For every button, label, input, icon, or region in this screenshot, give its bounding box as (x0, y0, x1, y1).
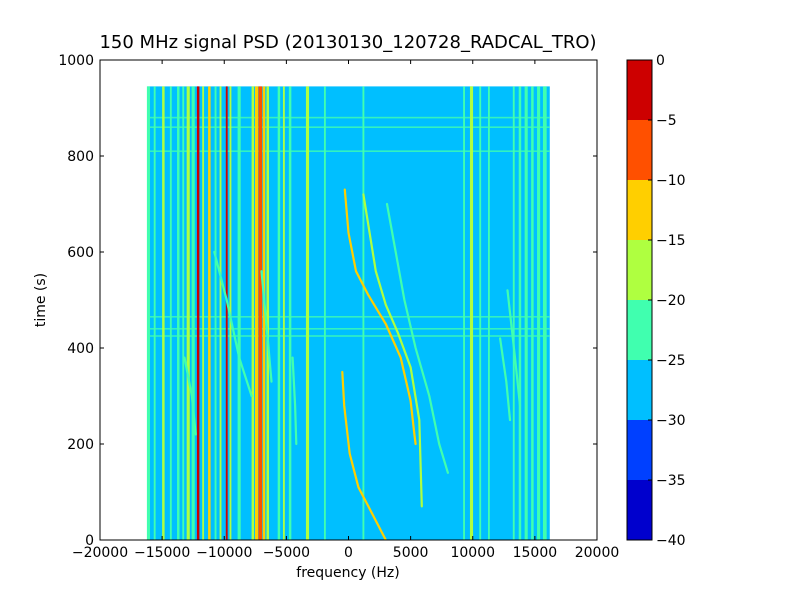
colorbar-ticks: −40 −35 −30 −25 −20 −15 −10 −5 0 (648, 53, 686, 549)
colorbar-swatch (627, 420, 652, 480)
colorbar-tick-label: −15 (656, 233, 686, 249)
carrier-line (191, 86, 195, 540)
drift-trace (343, 188, 417, 446)
heatmap-canvas (146, 86, 550, 540)
colorbar-tick-label: −5 (656, 113, 677, 129)
colorbar-tick-label: −35 (656, 473, 686, 489)
colorbar-tick-label: −40 (656, 533, 686, 549)
horizontal-band (147, 335, 550, 337)
carrier-line (219, 86, 222, 540)
carrier-line (512, 86, 515, 540)
x-tick-label: −15000 (134, 545, 190, 561)
colorbar-swatch (627, 480, 652, 540)
colorbar-swatches (627, 60, 652, 540)
y-tick-label: 400 (67, 341, 94, 357)
colorbar-tick-label: −30 (656, 413, 686, 429)
horizontal-band (147, 150, 550, 152)
y-tick-label: 200 (67, 437, 94, 453)
colorbar-swatch (627, 180, 652, 240)
carrier-line (479, 86, 482, 540)
horizontal-band (147, 116, 550, 119)
carrier-line (362, 86, 365, 540)
carrier-line (177, 86, 180, 540)
colorbar-swatch (627, 120, 652, 180)
drift-trace (506, 289, 522, 407)
y-tick-label: 0 (85, 533, 94, 549)
x-axis-label: frequency (Hz) (296, 565, 399, 581)
carrier-line (463, 86, 465, 540)
carrier-line (277, 86, 281, 540)
carrier-line (162, 86, 165, 540)
colorbar: −40 −35 −30 −25 −20 −15 −10 −5 0 (626, 53, 686, 549)
y-axis-ticks: 0 200 400 600 800 1000 (58, 53, 597, 549)
y-tick-label: 600 (67, 245, 94, 261)
carrier-line (323, 86, 326, 540)
carrier-line (469, 86, 474, 540)
x-tick-label: 5000 (393, 545, 429, 561)
y-tick-label: 800 (67, 149, 94, 165)
carrier-line (182, 86, 185, 540)
colorbar-tick-label: −10 (656, 173, 686, 189)
carrier-line (153, 86, 156, 540)
drift-trace (341, 370, 387, 540)
drift-trace (385, 202, 449, 474)
carrier-line (542, 86, 547, 540)
carrier-line (288, 86, 292, 540)
heatmap-background (147, 86, 550, 540)
colorbar-swatch (627, 60, 652, 120)
y-tick-label: 1000 (58, 53, 94, 69)
colorbar-tick-label: 0 (656, 53, 665, 69)
drift-trace (260, 270, 273, 383)
y-axis-label: time (s) (33, 273, 49, 327)
plot-area (99, 59, 598, 541)
carrier-line (487, 86, 490, 540)
drift-trace (291, 356, 298, 446)
carrier-line (196, 86, 200, 540)
carrier-line (208, 86, 211, 540)
carrier-line (169, 86, 172, 540)
carrier-line (518, 86, 522, 540)
drift-trace (183, 356, 197, 436)
carrier-line (146, 86, 151, 540)
x-tick-label: −20000 (72, 545, 128, 561)
horizontal-band (147, 328, 550, 330)
x-tick-label: −10000 (196, 545, 252, 561)
carrier-line (202, 86, 205, 540)
horizontal-band (147, 126, 550, 128)
carrier-line (305, 86, 310, 540)
carrier-line (225, 86, 228, 540)
drift-trace (499, 337, 512, 422)
carrier-line (214, 86, 217, 540)
x-tick-label: 0 (344, 545, 353, 561)
x-tick-label: −5000 (263, 545, 310, 561)
colorbar-swatch (627, 300, 652, 360)
colorbar-swatch (627, 360, 652, 420)
drift-trace (213, 250, 253, 398)
carrier-line (251, 86, 255, 540)
carrier-line (531, 86, 534, 540)
carrier-line (255, 86, 259, 540)
x-tick-label: 20000 (575, 545, 620, 561)
x-tick-label: 15000 (513, 545, 558, 561)
carrier-line (524, 86, 528, 540)
x-axis-ticks: −20000 −15000 −10000 −5000 0 5000 10000 15000 20… (72, 60, 619, 561)
colorbar-tick-label: −25 (656, 353, 686, 369)
drift-trace (362, 193, 423, 508)
colorbar-swatch (627, 240, 652, 300)
horizontal-band (147, 316, 550, 318)
carrier-line (537, 86, 541, 540)
carrier-line (266, 86, 269, 540)
carrier-line (237, 86, 241, 540)
x-tick-label: 10000 (450, 545, 495, 561)
carrier-line (282, 86, 285, 540)
carrier-line (258, 86, 263, 540)
colorbar-tick-label: −20 (656, 293, 686, 309)
carrier-line (262, 86, 266, 540)
chart-title: 150 MHz signal PSD (20130130_120728_RADC… (99, 32, 596, 53)
carrier-line (186, 86, 190, 540)
